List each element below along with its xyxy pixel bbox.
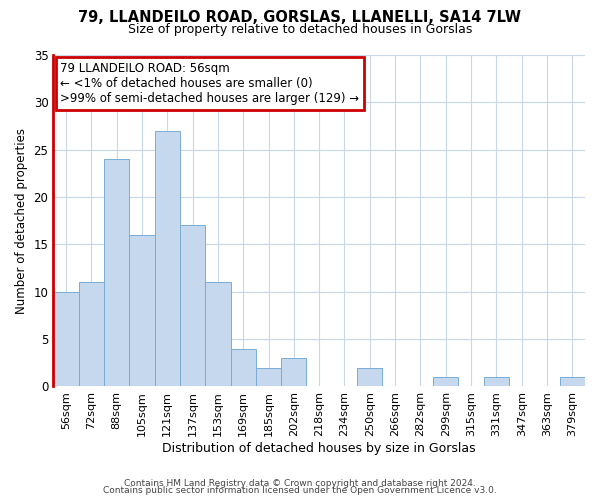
X-axis label: Distribution of detached houses by size in Gorslas: Distribution of detached houses by size …	[163, 442, 476, 455]
Bar	[256, 368, 281, 386]
Bar	[104, 159, 129, 386]
Bar	[53, 292, 79, 386]
Text: Contains HM Land Registry data © Crown copyright and database right 2024.: Contains HM Land Registry data © Crown c…	[124, 478, 476, 488]
Bar	[180, 226, 205, 386]
Bar	[281, 358, 307, 386]
Text: 79, LLANDEILO ROAD, GORSLAS, LLANELLI, SA14 7LW: 79, LLANDEILO ROAD, GORSLAS, LLANELLI, S…	[79, 10, 521, 25]
Bar	[560, 377, 585, 386]
Bar	[205, 282, 230, 387]
Bar	[230, 348, 256, 387]
Bar	[129, 235, 155, 386]
Y-axis label: Number of detached properties: Number of detached properties	[15, 128, 28, 314]
Text: 79 LLANDEILO ROAD: 56sqm
← <1% of detached houses are smaller (0)
>99% of semi-d: 79 LLANDEILO ROAD: 56sqm ← <1% of detach…	[60, 62, 359, 105]
Bar	[357, 368, 382, 386]
Text: Contains public sector information licensed under the Open Government Licence v3: Contains public sector information licen…	[103, 486, 497, 495]
Text: Size of property relative to detached houses in Gorslas: Size of property relative to detached ho…	[128, 22, 472, 36]
Bar	[433, 377, 458, 386]
Bar	[484, 377, 509, 386]
Bar	[79, 282, 104, 387]
Bar	[155, 131, 180, 386]
